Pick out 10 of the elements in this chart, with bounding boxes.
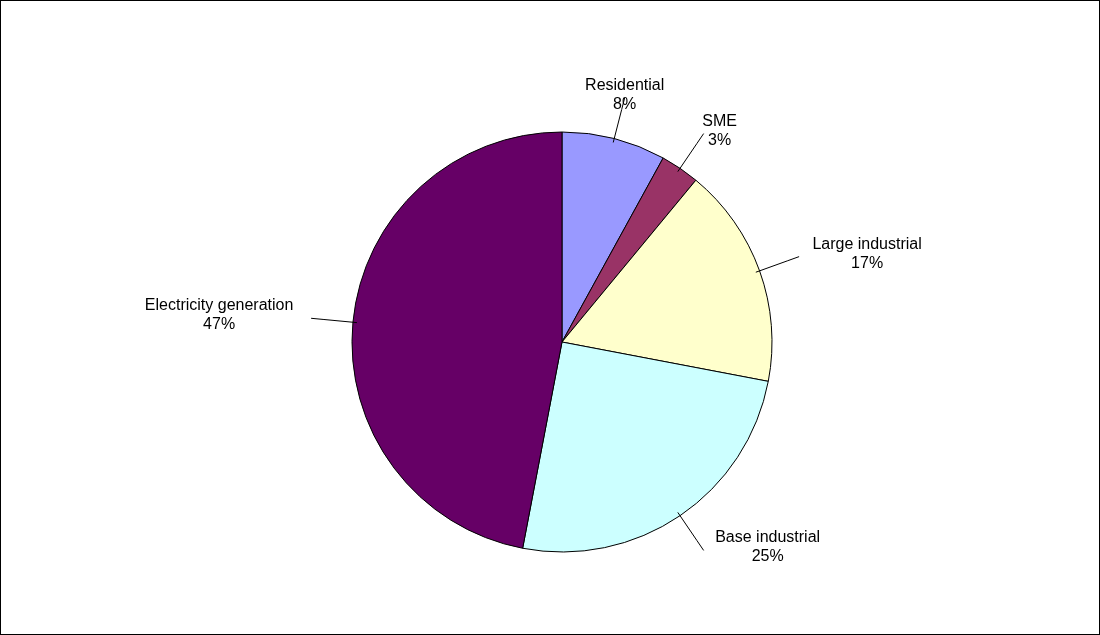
slice-label: Base industrial: [715, 528, 821, 546]
slice-label: Residential: [585, 75, 665, 93]
data-label: 8%: [613, 94, 637, 112]
data-label: 47%: [203, 315, 236, 333]
data-label: 25%: [751, 547, 784, 565]
slice-label: Electricity generation: [144, 296, 294, 314]
data-label: 3%: [708, 130, 732, 148]
slice-label: SME: [702, 111, 737, 129]
slice-label: Large industrial: [812, 234, 922, 252]
data-label: 17%: [851, 253, 884, 271]
